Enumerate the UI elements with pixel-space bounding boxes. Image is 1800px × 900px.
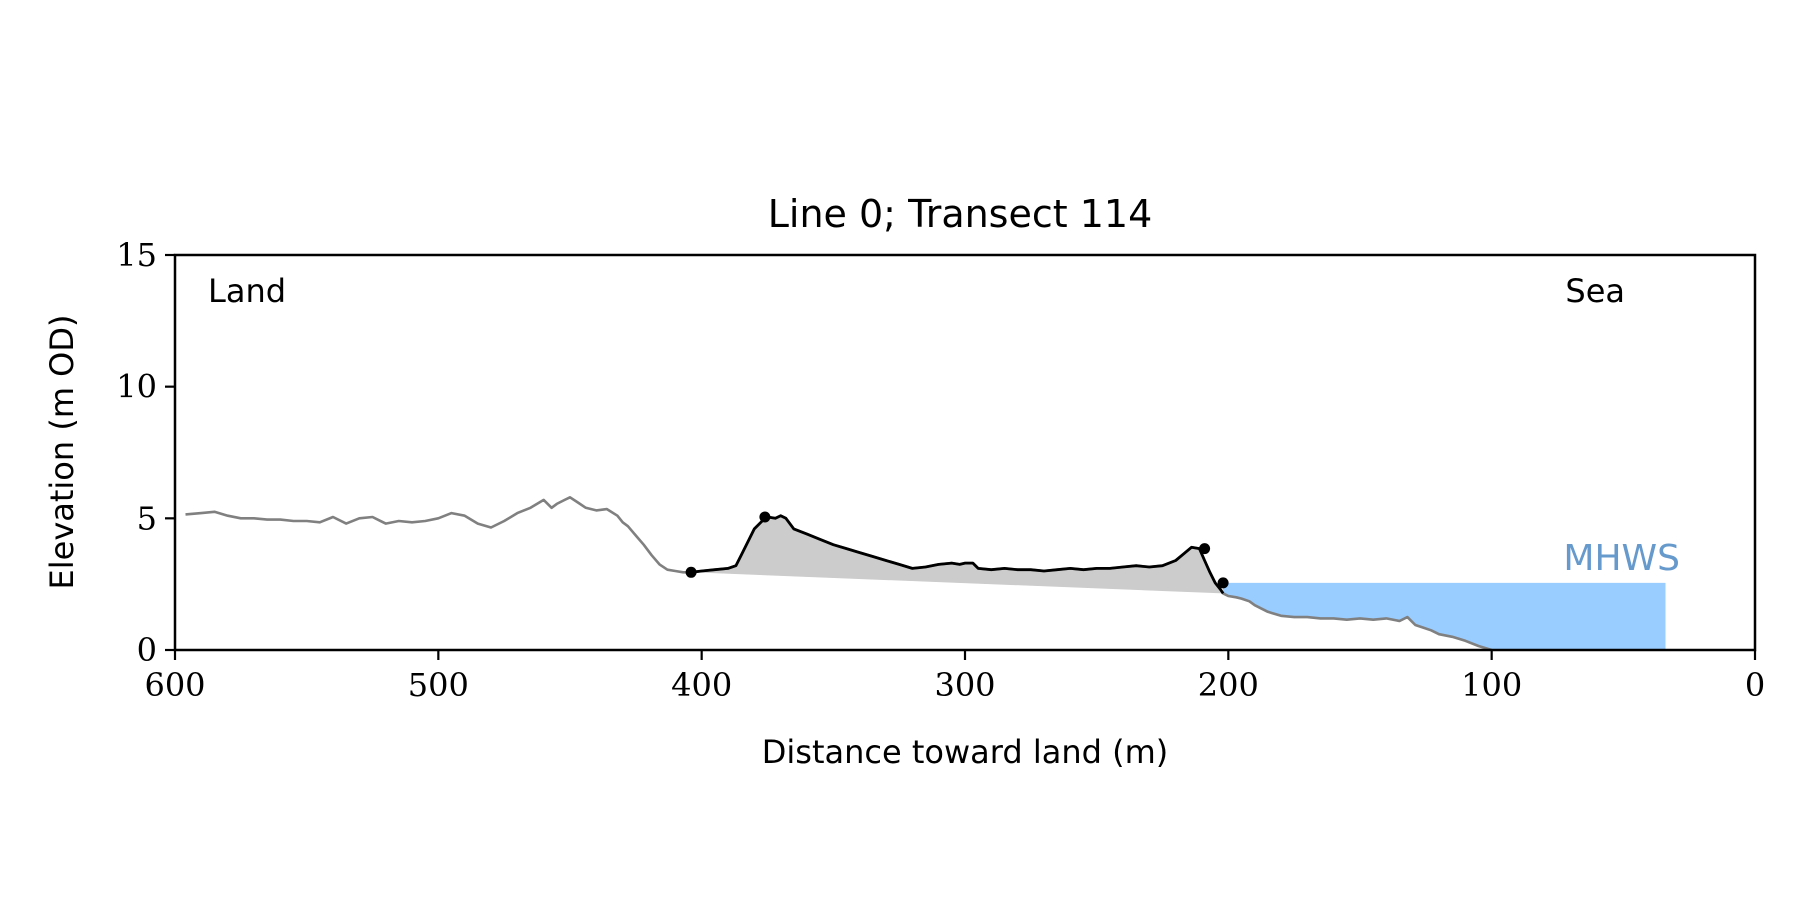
dune-volume-fill <box>691 515 1224 594</box>
y-tick-label: 15 <box>116 236 157 274</box>
y-tick-label: 5 <box>137 499 157 537</box>
marker-dune-heel <box>1199 543 1211 555</box>
x-axis: 600 500 400 300 200 100 0 <box>144 650 1765 704</box>
y-tick-label: 10 <box>116 368 157 406</box>
marker-shoreline <box>1217 577 1229 589</box>
y-axis-label: Elevation (m OD) <box>43 315 81 590</box>
x-tick-label: 300 <box>934 666 995 704</box>
chart-title: Line 0; Transect 114 <box>768 192 1153 236</box>
x-axis-label: Distance toward land (m) <box>762 733 1168 771</box>
mhws-label: MHWS <box>1563 538 1680 579</box>
x-tick-label: 100 <box>1461 666 1522 704</box>
marker-dune-crest <box>759 511 771 523</box>
x-tick-label: 500 <box>408 666 469 704</box>
mhws-water-area <box>1223 582 1666 650</box>
x-tick-label: 200 <box>1198 666 1259 704</box>
marker-dune-toe <box>685 566 697 578</box>
y-axis: 0 5 10 15 <box>116 236 175 669</box>
x-tick-label: 600 <box>144 666 205 704</box>
plot-area <box>185 496 1666 652</box>
sea-annotation: Sea <box>1565 272 1625 310</box>
land-annotation: Land <box>208 272 286 310</box>
x-tick-label: 0 <box>1745 666 1765 704</box>
y-tick-label: 0 <box>137 631 157 669</box>
x-tick-label: 400 <box>671 666 732 704</box>
